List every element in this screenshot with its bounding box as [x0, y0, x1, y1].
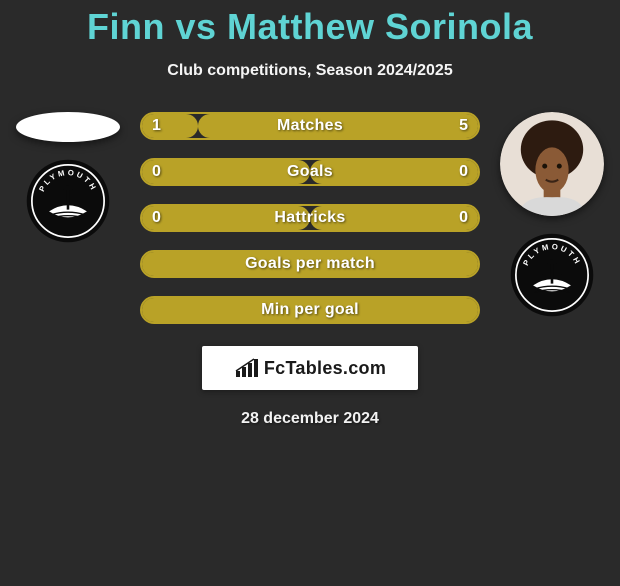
page-title: Finn vs Matthew Sorinola	[0, 6, 620, 48]
stat-bar: Goals per match	[140, 250, 480, 278]
bar-label: Matches	[277, 117, 343, 135]
left-player-avatar	[16, 112, 120, 142]
right-club-badge: PLYMOUTH	[509, 232, 595, 318]
bar-value-left: 0	[152, 160, 161, 184]
left-player-column: PLYMOUTH	[8, 112, 128, 244]
bar-label: Goals per match	[245, 255, 375, 273]
subtitle: Club competitions, Season 2024/2025	[0, 62, 620, 80]
bar-label: Goals	[287, 163, 333, 181]
bar-value-right: 5	[459, 114, 468, 138]
bar-fill-left	[142, 114, 198, 138]
brand-icon	[234, 357, 260, 379]
bar-value-right: 0	[459, 206, 468, 230]
stat-bar: Min per goal	[140, 296, 480, 324]
comparison-panel: PLYMOUTH	[0, 112, 620, 324]
bar-label: Min per goal	[261, 301, 359, 319]
stat-bars: 1 Matches 5 0 Goals 0 0 Hattricks 0 Goals per mat…	[140, 112, 480, 324]
bar-fill-right	[310, 160, 478, 184]
brand-badge: FcTables.com	[202, 346, 418, 390]
stat-bar: 1 Matches 5	[140, 112, 480, 140]
right-player-avatar	[500, 112, 604, 216]
date-label: 28 december 2024	[0, 410, 620, 428]
bar-value-left: 1	[152, 114, 161, 138]
brand-text: FcTables.com	[264, 358, 386, 379]
left-club-badge: PLYMOUTH	[25, 158, 111, 244]
bar-value-right: 0	[459, 160, 468, 184]
stat-bar: 0 Hattricks 0	[140, 204, 480, 232]
stat-bar: 0 Goals 0	[140, 158, 480, 186]
bar-value-left: 0	[152, 206, 161, 230]
bar-fill-left	[142, 160, 310, 184]
bar-label: Hattricks	[274, 209, 345, 227]
right-player-column: PLYMOUTH	[492, 112, 612, 318]
